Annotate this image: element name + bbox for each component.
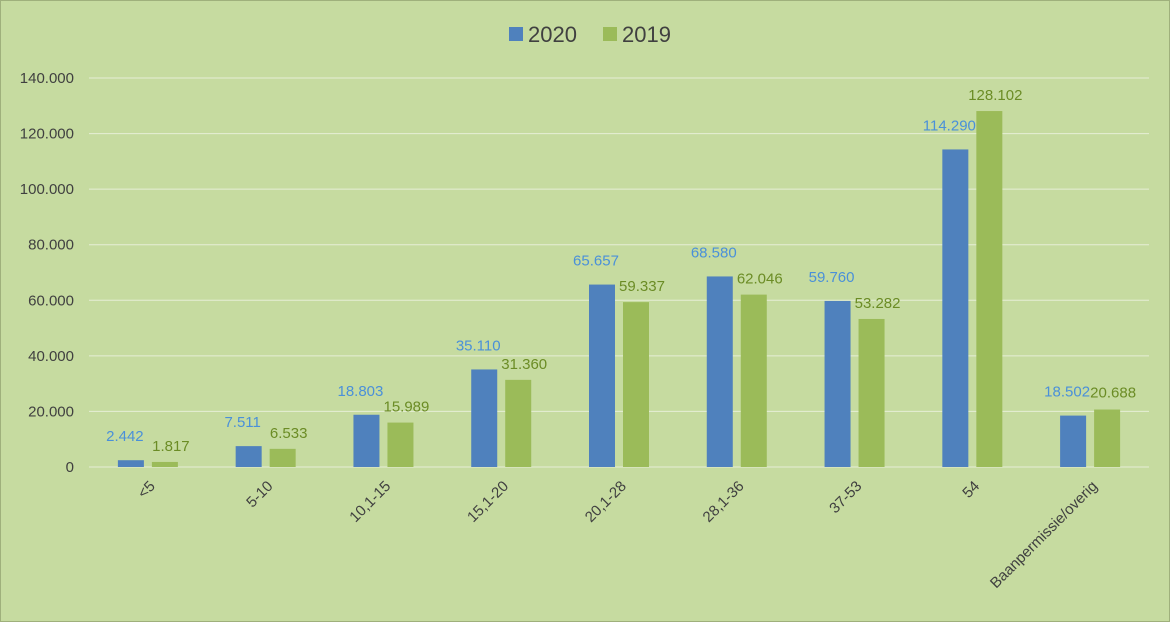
bar-2019-8: [1094, 409, 1121, 467]
x-category-label: 5-10: [243, 478, 276, 511]
data-label-2019-0: 1.817: [152, 438, 190, 455]
y-tick-label: 120.000: [20, 126, 74, 143]
bar-2019-3: [505, 379, 532, 467]
data-label-2019-2: 15.989: [383, 399, 429, 416]
x-category-label: <5: [135, 478, 159, 502]
bar-2020-2: [353, 414, 380, 467]
y-tick-label: 0: [66, 459, 74, 476]
bar-2020-3: [471, 369, 498, 467]
legend: 2020 2019: [509, 22, 671, 47]
data-label-2020-6: 59.760: [809, 269, 855, 286]
data-label-2019-1: 6.533: [270, 425, 308, 442]
bar-2020-8: [1060, 415, 1087, 467]
data-label-2019-5: 62.046: [737, 271, 783, 288]
bar-2019-2: [387, 422, 414, 467]
bar-2019-5: [740, 294, 767, 467]
gridlines: [89, 77, 1149, 468]
y-tick-label: 80.000: [28, 237, 74, 254]
data-label-2020-5: 68.580: [691, 244, 737, 261]
x-category-label: 37-53: [826, 478, 865, 517]
y-tick-label: 140.000: [20, 70, 74, 87]
data-label-2020-3: 35.110: [456, 337, 501, 354]
data-label-2019-3: 31.360: [501, 356, 547, 373]
x-category-label: 54: [959, 478, 983, 502]
bar-2020-4: [589, 284, 615, 467]
y-tick-label: 20.000: [28, 403, 74, 420]
data-label-2019-4: 59.337: [619, 278, 665, 295]
bar-2019-1: [269, 448, 296, 467]
y-tick-label: 40.000: [28, 348, 74, 365]
bar-2020-5: [706, 276, 733, 467]
x-axis-categories: <5 5-10 10,1-15 15,1-20 20,1-28 28,1-36 37-53 5…: [135, 478, 1101, 592]
bar-2019-0: [151, 461, 178, 467]
data-label-2020-8: 18.502: [1044, 384, 1090, 401]
bar-2019-4: [623, 302, 649, 467]
data-label-2019-8: 20.688: [1090, 385, 1136, 402]
bars: [117, 111, 1121, 467]
legend-swatch-2020: [509, 27, 523, 41]
bar-2019-7: [976, 111, 1003, 467]
x-category-label: 15,1-20: [464, 478, 512, 526]
data-label-2019-6: 53.282: [855, 295, 901, 312]
data-label-2020-7: 114.290: [923, 117, 976, 134]
data-label-2020-1: 7.511: [224, 414, 260, 431]
bar-2020-7: [942, 149, 969, 467]
x-category-label: 10,1-15: [346, 478, 394, 526]
data-label-2020-2: 18.803: [337, 383, 383, 400]
legend-label-2020: 2020: [528, 22, 577, 47]
x-category-label: 28,1-36: [700, 478, 748, 526]
y-axis-ticks: 0 20.000 40.000 60.000 80.000 100.000 120.000 1…: [20, 70, 74, 476]
legend-label-2019: 2019: [622, 22, 671, 47]
bar-2020-1: [235, 446, 262, 467]
data-label-2019-7: 128.102: [968, 87, 1022, 104]
data-label-2020-0: 2.442: [106, 428, 144, 445]
y-tick-label: 60.000: [28, 292, 74, 309]
x-category-label: Baanpermissie/overig: [987, 478, 1101, 592]
y-tick-label: 100.000: [20, 181, 74, 198]
x-category-label: 20,1-28: [582, 478, 630, 526]
legend-swatch-2019: [603, 27, 617, 41]
bar-2019-6: [858, 318, 885, 467]
bar-2020-6: [824, 300, 851, 467]
data-label-2020-4: 65.657: [573, 253, 619, 270]
bar-2020-0: [117, 460, 144, 467]
